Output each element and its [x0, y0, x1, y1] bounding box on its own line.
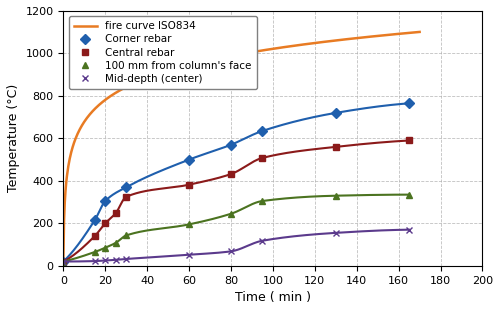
Corner rebar: [123, 185, 129, 189]
Legend: fire curve ISO834, Corner rebar, Central rebar, 100 mm from column's face, Mid-d: fire curve ISO834, Corner rebar, Central…: [68, 16, 256, 89]
Central rebar: [406, 139, 412, 142]
Line: 100 mm from column's face: 100 mm from column's face: [60, 191, 412, 265]
Mid-depth (center): [123, 257, 129, 261]
100 mm from column's face: [60, 260, 66, 263]
100 mm from column's face: [406, 193, 412, 197]
100 mm from column's face: [102, 246, 108, 250]
Mid-depth (center): [333, 231, 339, 235]
Mid-depth (center): [228, 249, 234, 253]
Central rebar: [186, 183, 192, 187]
X-axis label: Time ( min ): Time ( min ): [235, 291, 311, 304]
Corner rebar: [260, 129, 266, 133]
fire curve ISO834: [60, 260, 66, 263]
Corner rebar: [92, 218, 98, 222]
Line: Central rebar: Central rebar: [60, 137, 412, 265]
fire curve ISO834: [290, 44, 296, 48]
100 mm from column's face: [112, 241, 118, 245]
Line: Mid-depth (center): Mid-depth (center): [60, 226, 412, 265]
fire curve ISO834: [294, 44, 300, 47]
Y-axis label: Temperature (°C): Temperature (°C): [7, 84, 20, 193]
100 mm from column's face: [186, 222, 192, 226]
Central rebar: [228, 172, 234, 176]
Central rebar: [333, 145, 339, 149]
Line: fire curve ISO834: fire curve ISO834: [64, 32, 420, 262]
100 mm from column's face: [260, 199, 266, 203]
Mid-depth (center): [92, 259, 98, 263]
fire curve ISO834: [163, 70, 169, 73]
Central rebar: [102, 221, 108, 225]
Corner rebar: [228, 143, 234, 146]
fire curve ISO834: [190, 62, 196, 66]
fire curve ISO834: [416, 30, 422, 34]
Central rebar: [60, 260, 66, 263]
Corner rebar: [102, 199, 108, 203]
Mid-depth (center): [406, 228, 412, 232]
100 mm from column's face: [92, 250, 98, 254]
100 mm from column's face: [228, 212, 234, 216]
Mid-depth (center): [186, 253, 192, 257]
Central rebar: [123, 195, 129, 199]
100 mm from column's face: [333, 194, 339, 197]
Central rebar: [112, 211, 118, 215]
fire curve ISO834: [148, 75, 154, 78]
100 mm from column's face: [123, 234, 129, 237]
Mid-depth (center): [102, 259, 108, 262]
fire curve ISO834: [355, 36, 361, 40]
Corner rebar: [186, 158, 192, 161]
Corner rebar: [406, 101, 412, 105]
Central rebar: [92, 234, 98, 238]
Corner rebar: [60, 260, 66, 263]
Line: Corner rebar: Corner rebar: [60, 100, 412, 265]
Mid-depth (center): [112, 258, 118, 262]
Corner rebar: [333, 111, 339, 115]
Mid-depth (center): [260, 239, 266, 243]
Central rebar: [260, 156, 266, 160]
Mid-depth (center): [60, 260, 66, 263]
